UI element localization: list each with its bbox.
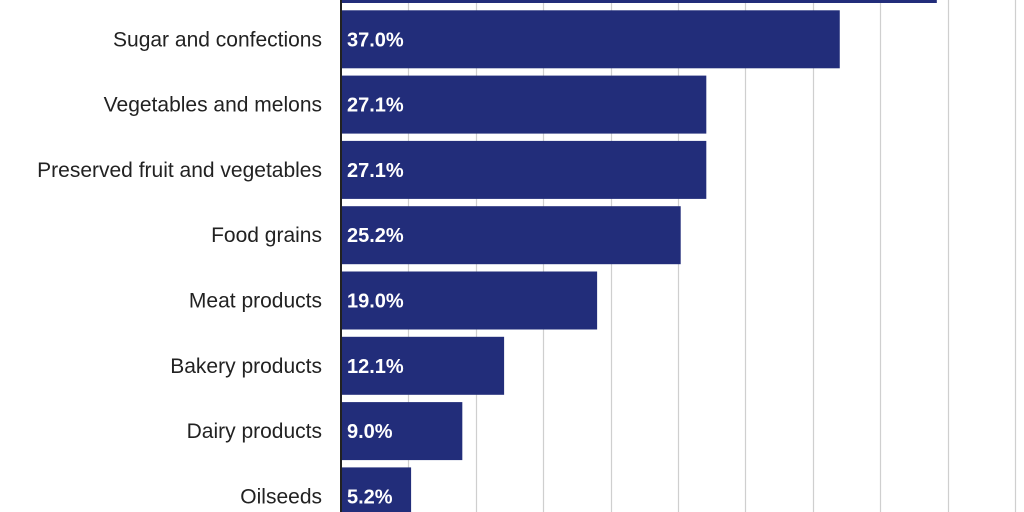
category-label: Dairy products [187, 420, 322, 443]
value-label: 12.1% [347, 356, 404, 378]
bar [341, 271, 598, 330]
bar [341, 10, 840, 69]
bar [341, 206, 681, 265]
category-label: Preserved fruit and vegetables [37, 159, 322, 182]
category-labels: Sugar and confections Vegetables and melo… [37, 28, 322, 508]
bar [341, 140, 707, 199]
category-label: Sugar and confections [113, 28, 322, 51]
bar [341, 75, 707, 134]
value-label: 25.2% [347, 225, 404, 247]
value-label: 37.0% [347, 29, 404, 51]
value-label: 19.0% [347, 291, 404, 313]
bars [341, 0, 937, 512]
category-label: Meat products [189, 290, 322, 313]
bar [341, 336, 505, 395]
bar [341, 0, 937, 3]
bar [341, 467, 412, 512]
value-label: 9.0% [347, 421, 393, 443]
category-label: Bakery products [170, 355, 322, 378]
value-labels: 37.0% 27.1% 27.1% 25.2% 19.0% 12.1% 9.0% 5.2% [347, 29, 404, 508]
value-label: 27.1% [347, 95, 404, 117]
category-label: Oilseeds [240, 485, 322, 508]
bar [341, 402, 463, 461]
value-label: 5.2% [347, 486, 393, 508]
value-label: 27.1% [347, 160, 404, 182]
category-label: Food grains [211, 224, 322, 247]
category-label: Vegetables and melons [104, 94, 322, 117]
